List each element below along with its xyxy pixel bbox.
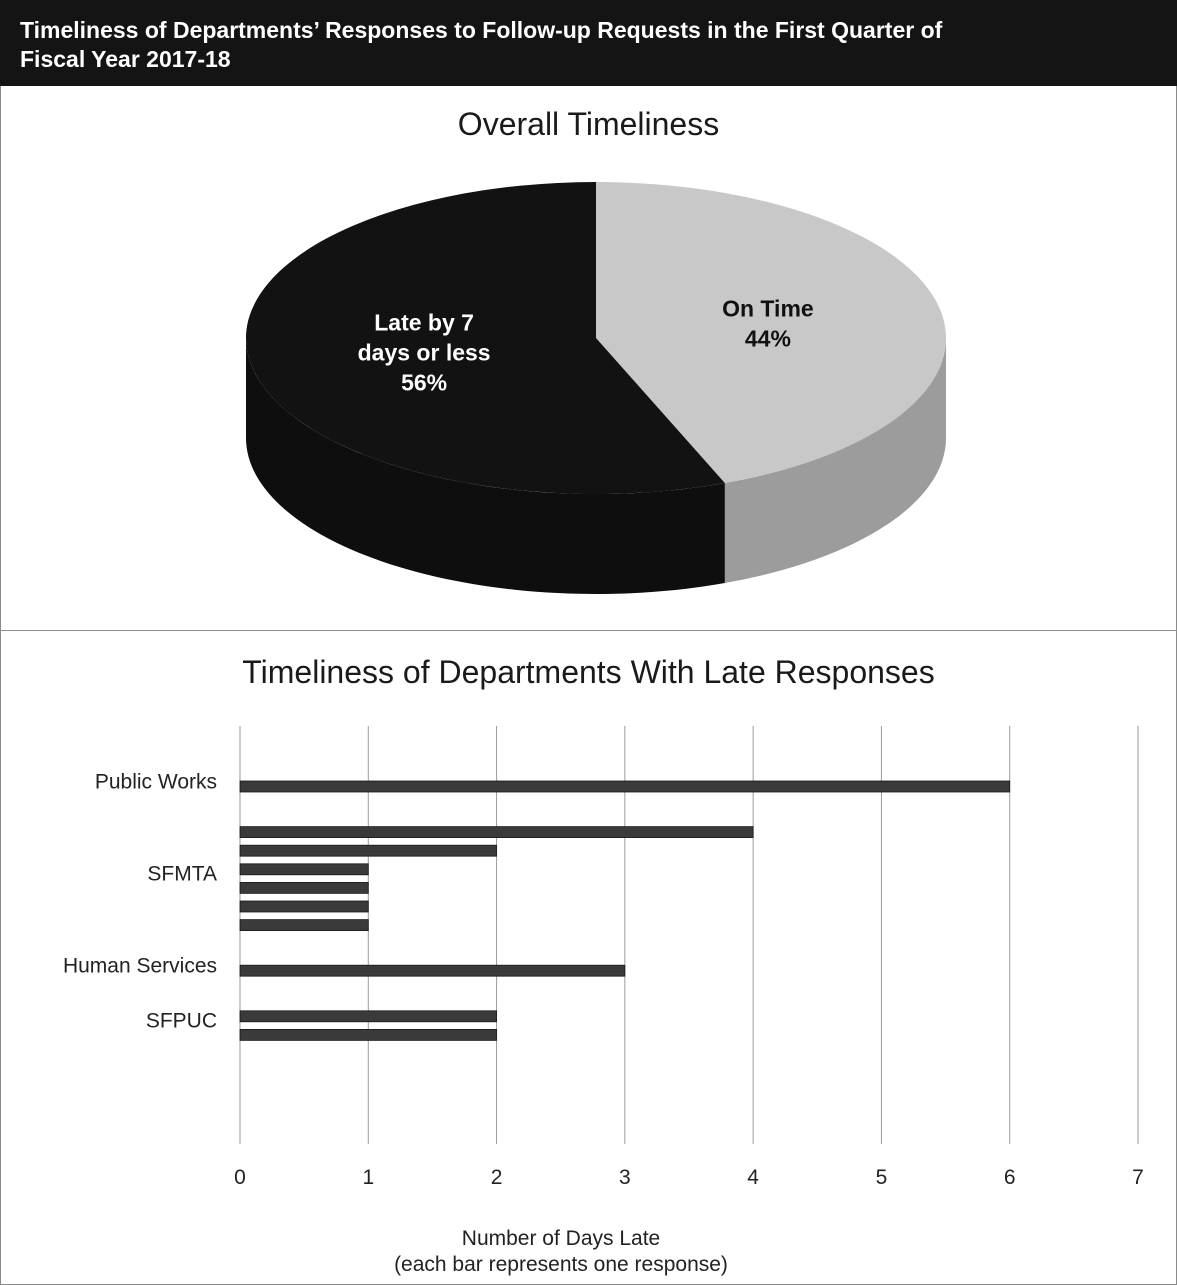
x-tick-label: 6 — [1004, 1166, 1016, 1189]
pie-slice-label-line: 56% — [401, 370, 447, 396]
pie-slice-0 — [596, 182, 946, 484]
bar-chart-title: Timeliness of Departments With Late Resp… — [242, 654, 935, 690]
pie-chart: On Time 44% Late by 7 days or less 56% — [246, 182, 946, 594]
pie-side-wall-1 — [246, 338, 725, 594]
figure-header: Timeliness of Departments’ Responses to … — [0, 0, 1177, 86]
pie-slice-label-0: On Time 44% — [722, 295, 814, 351]
bar-sfpuc-1 — [239, 1028, 497, 1041]
x-tick-label: 2 — [491, 1166, 503, 1189]
pie-slice-label-line: Late by 7 — [374, 310, 474, 336]
x-axis-title-line: (each bar represents one response) — [394, 1253, 728, 1276]
bar-sfmta-5 — [239, 919, 369, 932]
bar-human-services-0 — [239, 964, 626, 977]
x-tick-label: 0 — [234, 1166, 246, 1189]
bar-sfmta-1 — [239, 844, 497, 857]
category-label: Human Services — [63, 955, 217, 978]
bar-sfmta-2 — [239, 863, 369, 876]
bar-sfmta-0 — [239, 826, 754, 838]
header-title-line-1: Timeliness of Departments’ Responses to … — [20, 17, 943, 43]
x-tick-label: 5 — [876, 1166, 888, 1189]
section-divider — [0, 630, 1177, 631]
bar-sfpuc-0 — [239, 1010, 497, 1023]
pie-side-wall-0 — [724, 338, 946, 584]
x-tick-label: 7 — [1132, 1166, 1144, 1189]
x-tick-label: 3 — [619, 1166, 631, 1189]
category-label: Public Works — [95, 771, 217, 794]
bar-public-works-0 — [239, 780, 1011, 793]
header-title-line-2: Fiscal Year 2017-18 — [20, 46, 231, 72]
x-tick-label: 4 — [747, 1166, 759, 1189]
category-label: SFPUC — [146, 1010, 217, 1033]
bar-chart: 0 1 2 3 4 5 6 7 Public Works SFMTA Human Services S… — [63, 726, 1144, 1276]
pie-chart-title: Overall Timeliness — [457, 106, 720, 142]
pie-slice-1 — [246, 182, 725, 494]
bar-sfmta-4 — [239, 900, 369, 913]
bar-sfmta-3 — [239, 881, 369, 894]
pie-slice-label-1: Late by 7 days or less 56% — [358, 310, 491, 396]
pie-slice-label-line: days or less — [358, 340, 491, 366]
x-axis-title-line: Number of Days Late — [462, 1227, 660, 1250]
pie-slice-label-line: On Time — [722, 295, 814, 321]
category-label: SFMTA — [147, 863, 217, 886]
pie-slice-label-line: 44% — [745, 325, 791, 351]
x-tick-label: 1 — [362, 1166, 374, 1189]
